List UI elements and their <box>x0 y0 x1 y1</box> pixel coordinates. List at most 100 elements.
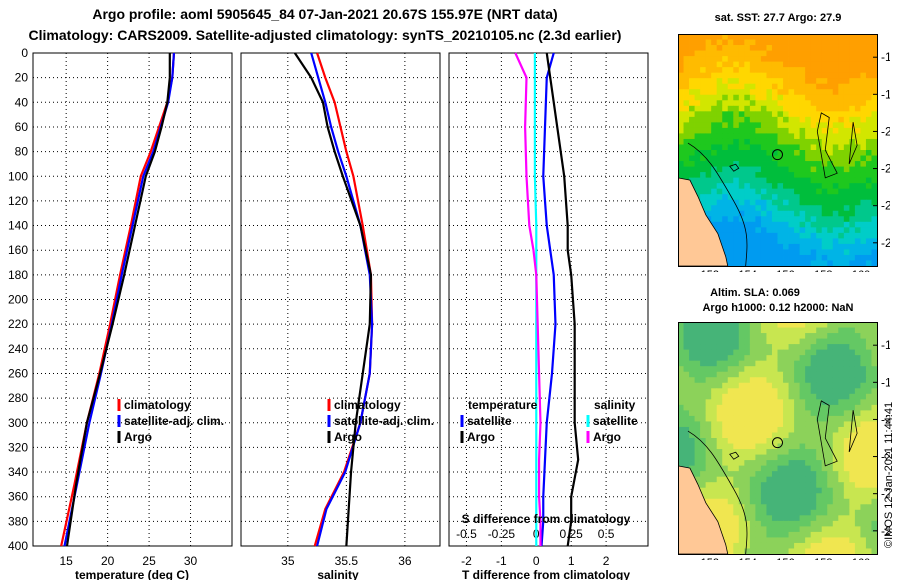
legend-label-satellite: satellite-adj. clim. <box>334 414 434 428</box>
map-cell <box>865 493 872 500</box>
map-cell <box>838 56 845 63</box>
map-cell <box>838 399 845 406</box>
map-cell <box>860 249 867 256</box>
map-cell <box>760 460 767 467</box>
map-cell <box>700 116 707 123</box>
map-cell <box>755 333 762 339</box>
map-cell <box>766 45 773 51</box>
map-cell <box>860 72 867 79</box>
map-cell <box>832 410 839 417</box>
map-cell <box>738 155 745 162</box>
map-cell <box>810 133 817 140</box>
map-cell <box>683 78 690 85</box>
map-cell <box>860 509 867 516</box>
map-cell <box>694 349 701 356</box>
map-cell <box>788 322 795 328</box>
map-cell <box>871 116 878 123</box>
map-cell <box>744 449 751 455</box>
map-cell <box>716 155 723 162</box>
map-cell <box>760 39 767 46</box>
map-cell <box>683 100 690 107</box>
map-cell <box>749 421 756 428</box>
map-cell <box>805 509 812 516</box>
map-cell <box>816 404 823 411</box>
map-cell <box>705 127 712 134</box>
map-cell <box>766 243 773 250</box>
map-cell <box>783 482 789 489</box>
map-cell <box>749 232 756 239</box>
map-cell <box>722 338 729 345</box>
map-cell <box>838 382 845 389</box>
map-cell <box>689 338 695 345</box>
y-tick-label: 100 <box>8 169 28 183</box>
map-cell <box>871 542 878 549</box>
map-cell <box>854 232 861 239</box>
map-cell <box>816 166 823 173</box>
map-cell <box>783 254 789 261</box>
map-cell <box>722 377 729 384</box>
map-cell <box>700 177 707 184</box>
map-cell <box>700 349 707 356</box>
map-cell <box>678 322 684 328</box>
map-cell <box>865 349 872 356</box>
map-cell <box>788 388 795 395</box>
map-cell <box>810 548 817 555</box>
map-cell <box>816 249 823 256</box>
map-cell <box>678 166 684 173</box>
map-cell <box>832 438 839 444</box>
map-cell <box>849 509 856 516</box>
map-cell <box>760 34 767 40</box>
map-cell <box>838 520 845 527</box>
map-cell <box>810 94 817 101</box>
map-cell <box>771 127 778 134</box>
map-cell <box>799 509 806 516</box>
map-cell <box>865 366 872 373</box>
map-cell <box>827 322 834 328</box>
map-cell <box>788 116 795 123</box>
map-cell <box>716 377 723 384</box>
map-cell <box>783 83 789 90</box>
map-cell <box>794 238 801 245</box>
map-cell <box>744 382 751 389</box>
map-cell <box>865 542 872 549</box>
map-cell <box>766 377 773 384</box>
map-cell <box>799 155 806 162</box>
map-cell <box>760 327 767 334</box>
map-cell <box>766 526 773 533</box>
map-cell <box>733 509 740 516</box>
map-cell <box>799 449 806 455</box>
reef-contour <box>687 142 748 267</box>
map-cell <box>744 254 751 261</box>
map-cell <box>749 127 756 134</box>
map-cell <box>832 72 839 79</box>
map-cell <box>838 155 845 162</box>
map-cell <box>711 421 718 428</box>
map-cell <box>838 542 845 549</box>
map-cell <box>860 221 867 228</box>
map-cell <box>805 89 812 96</box>
map-cell <box>788 127 795 134</box>
map-cell <box>794 333 801 339</box>
map-cell <box>722 194 729 201</box>
map-cell <box>760 393 767 400</box>
map-cell <box>854 78 861 85</box>
x-tick-label: 30 <box>184 554 198 568</box>
map-cell <box>749 460 756 467</box>
map-cell <box>700 410 707 417</box>
map-cell <box>749 50 756 57</box>
map-cell <box>871 39 878 46</box>
map-cell <box>788 410 795 417</box>
map-cell <box>832 509 839 516</box>
map-cell <box>794 504 801 511</box>
map-cell <box>849 344 856 351</box>
map-cell <box>849 426 856 433</box>
map-cell <box>816 515 823 522</box>
map-cell <box>777 89 784 96</box>
map-cell <box>727 454 734 461</box>
map-cell <box>832 476 839 483</box>
map-cell <box>827 404 834 411</box>
map-cell <box>755 349 762 356</box>
map-cell <box>865 498 872 505</box>
map-cell <box>788 531 795 538</box>
map-cell <box>722 67 729 74</box>
